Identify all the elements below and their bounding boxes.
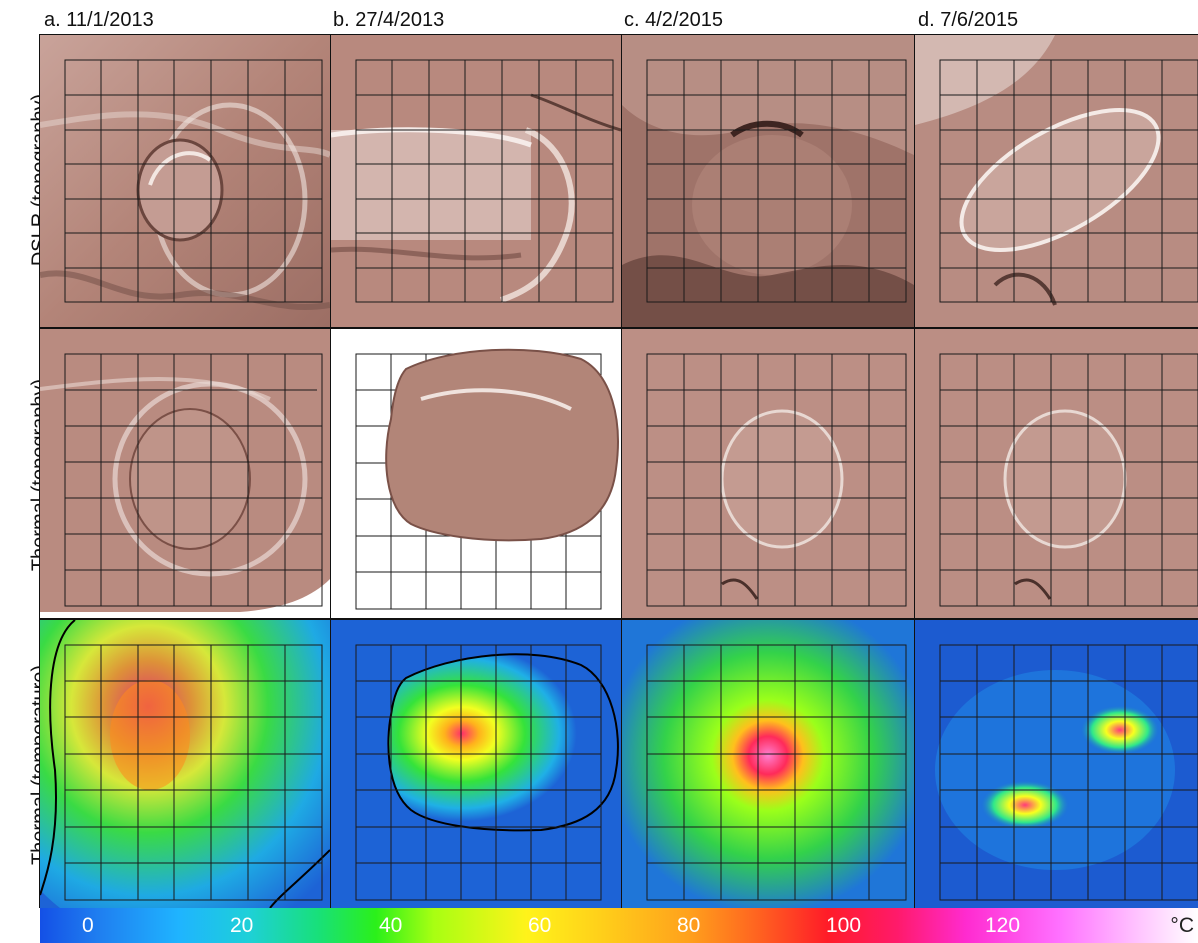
panel-d-dslr-topography	[915, 35, 1198, 327]
panel-b-thermal-topography	[331, 329, 621, 618]
column-title-c: c. 4/2/2015	[624, 9, 723, 31]
divider-row-1-2	[40, 327, 1198, 329]
grid-overlay	[64, 353, 323, 607]
column-title-a: a. 11/1/2013	[44, 9, 154, 31]
panel-c-thermal-topography	[622, 329, 914, 618]
divider-row-2-3	[40, 618, 1198, 620]
colorbar-unit: °C	[1170, 914, 1194, 937]
grid-overlay	[646, 644, 907, 901]
colorbar-tick-100: 100	[826, 914, 862, 937]
grid-overlay	[646, 59, 907, 303]
grid-overlay	[939, 353, 1198, 607]
temperature-colorbar: 0 20 40 60 80 100 120 °C	[40, 908, 1198, 943]
panel-a-dslr-topography	[40, 35, 330, 327]
grid-overlay	[355, 644, 602, 901]
panel-d-thermal-temperature	[915, 620, 1198, 908]
colorbar-tick-60: 60	[528, 914, 552, 937]
colorbar-tick-20: 20	[230, 914, 254, 937]
column-title-b: b. 27/4/2013	[333, 9, 445, 31]
panel-a-thermal-temperature	[40, 620, 330, 908]
panel-b-dslr-topography	[331, 35, 621, 327]
panel-d-thermal-topography	[915, 329, 1198, 618]
divider-col-b-c	[621, 34, 622, 908]
panel-c-thermal-temperature	[622, 620, 914, 908]
colorbar-tick-0: 0	[82, 914, 94, 937]
grid-overlay	[646, 353, 907, 607]
column-title-d: d. 7/6/2015	[918, 9, 1019, 31]
divider-top	[40, 34, 1198, 35]
colorbar-tick-40: 40	[379, 914, 403, 937]
divider-col-a-b	[330, 34, 331, 908]
grid-overlay	[64, 644, 323, 901]
panel-a-thermal-topography	[40, 329, 330, 618]
colorbar-tick-80: 80	[677, 914, 701, 937]
panel-b-thermal-temperature	[331, 620, 621, 908]
divider-left	[39, 34, 40, 908]
grid-overlay	[939, 644, 1198, 901]
grid-overlay	[64, 59, 323, 303]
grid-overlay	[939, 59, 1198, 303]
grid-overlay	[355, 59, 614, 303]
panel-c-dslr-topography	[622, 35, 914, 327]
divider-col-c-d	[914, 34, 915, 908]
colorbar-tick-120: 120	[985, 914, 1021, 937]
